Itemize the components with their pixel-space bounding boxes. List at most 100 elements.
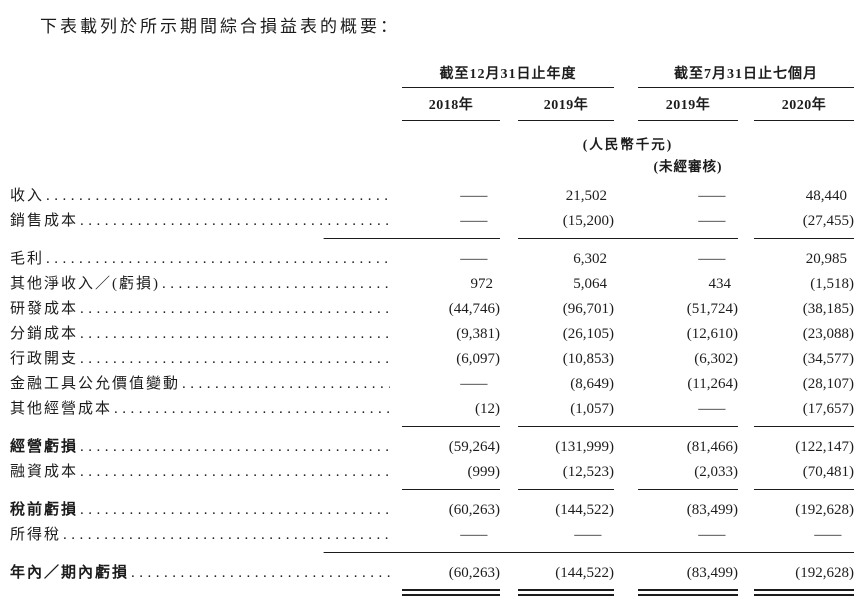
row-label: 銷售成本 — [10, 213, 79, 229]
page-title: 下表載列於所示期間綜合損益表的概要： — [40, 17, 400, 36]
cell-2019-7m: — — [558, 397, 738, 427]
row-gross-profit: 毛利 — 6,302 — 20,985 — [10, 247, 855, 272]
table-notes: (人民幣千元) (未經審核) — [10, 121, 855, 175]
dot-leader — [80, 435, 390, 460]
cell-2019: (131,999) — [555, 439, 614, 455]
cell-2019: (12,523) — [518, 460, 614, 490]
table-body: 收入 — 21,502 — 48,440 銷售成本 — (15,200) — (… — [10, 184, 855, 596]
row-label: 金融工具公允價值變動 — [10, 376, 181, 392]
cell-2018: (9,381) — [456, 326, 500, 342]
row-distribution-costs: 分銷成本 (9,381) (26,105) (12,610) (23,088) — [10, 322, 855, 347]
unaudited-note: (未經審核) — [653, 159, 723, 174]
income-statement-table: 截至12月31日止年度 截至7月31日止七個月 2018年 2019年 2019… — [10, 63, 855, 596]
cell-2018: — — [323, 209, 500, 239]
cell-2019-7m: — — [558, 523, 738, 553]
cell-2019-7m: (83,499) — [686, 565, 738, 581]
cell-2020: (192,628) — [795, 502, 854, 518]
row-operating-loss: 經營虧損 (59,264) (131,999) (81,466) (122,14… — [10, 435, 855, 460]
row-label: 年內／期內虧損 — [10, 565, 130, 581]
cell-2019-7m: (12,610) — [686, 326, 738, 342]
cell-2018: (60,263) — [448, 565, 500, 581]
currency-unit-note: (人民幣千元) — [582, 137, 674, 152]
cell-2018: (6,097) — [456, 351, 500, 367]
row-label: 稅前虧損 — [10, 502, 79, 518]
cell-2018: 972 — [470, 276, 494, 292]
dot-leader — [80, 347, 390, 372]
year-2018: 2018年 — [402, 88, 500, 121]
cell-2020: 48,440 — [805, 188, 847, 204]
row-administrative-expenses: 行政開支 (6,097) (10,853) (6,302) (34,577) — [10, 347, 855, 372]
cell-2020: (27,455) — [754, 209, 854, 239]
cell-2020: (38,185) — [802, 301, 854, 317]
cell-2019-7m: — — [558, 209, 738, 239]
cell-2019: (10,853) — [562, 351, 614, 367]
row-label: 其他淨收入／(虧損) — [10, 276, 160, 292]
cell-2018: — — [460, 188, 488, 204]
cell-2019-7m: (83,499) — [686, 502, 738, 518]
double-rule — [518, 589, 614, 596]
cell-2019: (144,522) — [555, 502, 614, 518]
cell-2020: (17,657) — [754, 397, 854, 427]
row-revenue: 收入 — 21,502 — 48,440 — [10, 184, 855, 209]
row-label: 其他經營成本 — [10, 401, 113, 417]
cell-2019-7m: (11,264) — [687, 376, 738, 392]
year-2019-7m: 2019年 — [638, 88, 738, 121]
cell-2018: — — [460, 251, 488, 267]
table-header: 截至12月31日止年度 截至7月31日止七個月 — [10, 63, 855, 88]
cell-2020: (192,628) — [795, 565, 854, 581]
year-2019: 2019年 — [518, 88, 614, 121]
dot-leader — [80, 460, 390, 490]
double-rule — [754, 589, 854, 596]
cell-2020: 20,985 — [805, 251, 847, 267]
cell-2019: (8,649) — [570, 376, 614, 392]
cell-2019: (96,701) — [562, 301, 614, 317]
dot-leader — [162, 272, 390, 297]
row-loss-before-tax: 稅前虧損 (60,263) (144,522) (83,499) (192,62… — [10, 498, 855, 523]
dot-leader — [80, 322, 390, 347]
cell-2018: (60,263) — [448, 502, 500, 518]
row-label: 研發成本 — [10, 301, 79, 317]
double-rule-row — [10, 589, 855, 596]
cell-2020: (122,147) — [795, 439, 854, 455]
cell-2018: — — [323, 523, 500, 553]
row-cost-of-sales: 銷售成本 — (15,200) — (27,455) — [10, 209, 855, 239]
cell-2018: (59,264) — [448, 439, 500, 455]
cell-2019-7m: — — [698, 188, 726, 204]
row-other-operating-costs: 其他經營成本 (12) (1,057) — (17,657) — [10, 397, 855, 427]
cell-2020: (1,518) — [810, 276, 854, 292]
cell-2019: (144,522) — [555, 565, 614, 581]
row-label: 毛利 — [10, 251, 45, 267]
row-label: 經營虧損 — [10, 439, 79, 455]
cell-2018: (12) — [402, 397, 500, 427]
cell-2018: (999) — [402, 460, 500, 490]
cell-2019: 5,064 — [573, 276, 607, 292]
cell-2019: 21,502 — [565, 188, 607, 204]
dot-leader — [80, 498, 390, 523]
dot-leader — [131, 561, 390, 586]
table-year-header: 2018年 2019年 2019年 2020年 — [10, 88, 855, 121]
cell-2019-7m: 434 — [708, 276, 732, 292]
cell-2019-7m: (51,724) — [686, 301, 738, 317]
cell-2020: — — [674, 523, 854, 553]
row-label: 收入 — [10, 188, 45, 204]
cell-2018: (44,746) — [448, 301, 500, 317]
year-2020: 2020年 — [754, 88, 854, 121]
row-label: 行政開支 — [10, 351, 79, 367]
double-rule — [402, 589, 500, 596]
cell-2019: (26,105) — [562, 326, 614, 342]
row-label: 分銷成本 — [10, 326, 79, 342]
cell-2018: — — [460, 376, 488, 392]
row-other-net-income-loss: 其他淨收入／(虧損) 972 5,064 434 (1,518) — [10, 272, 855, 297]
cell-2019-7m: — — [698, 251, 726, 267]
cell-2020: (23,088) — [802, 326, 854, 342]
cell-2019-7m: (6,302) — [694, 351, 738, 367]
row-label: 所得稅 — [10, 527, 62, 543]
row-fair-value-change-financial-instruments: 金融工具公允價值變動 — (8,649) (11,264) (28,107) — [10, 372, 855, 397]
cell-2019: — — [441, 523, 614, 553]
dot-leader — [114, 397, 390, 427]
row-label: 融資成本 — [10, 464, 79, 480]
row-income-tax: 所得稅 — — — — — [10, 523, 855, 553]
cell-2020: (70,481) — [754, 460, 854, 490]
row-loss-for-period: 年內／期內虧損 (60,263) (144,522) (83,499) (192… — [10, 561, 855, 586]
cell-2020: (28,107) — [802, 376, 854, 392]
